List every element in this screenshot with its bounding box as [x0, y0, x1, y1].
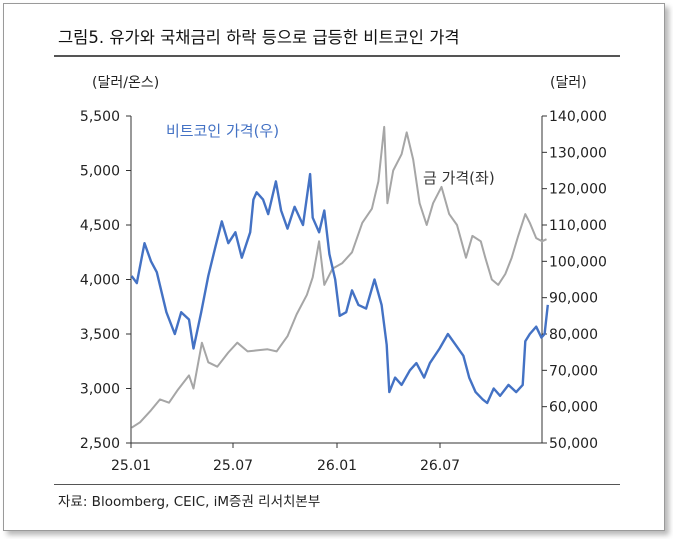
- x-tick-label: 25.07: [213, 458, 253, 474]
- y-right-tick-label: 130,000: [549, 145, 607, 161]
- y-right-tick-label: 60,000: [549, 400, 598, 416]
- x-tick-label: 26.07: [420, 458, 460, 474]
- y-left-unit: (달러/온스): [92, 75, 159, 91]
- y-left-tick-label: 3,500: [80, 327, 120, 343]
- y-right-unit: (달러): [550, 75, 587, 91]
- figure-title: 그림5. 유가와 국채금리 하락 등으로 급등한 비트코인 가격: [58, 28, 460, 47]
- y-left-tick-label: 4,000: [80, 273, 120, 289]
- y-right-tick-label: 140,000: [549, 109, 607, 125]
- y-right-tick-label: 80,000: [549, 327, 598, 343]
- source-rule: [54, 484, 620, 485]
- y-right-tick-label: 120,000: [549, 182, 607, 198]
- bitcoin-series-label: 비트코인 가격(우): [166, 122, 279, 140]
- y-left-tick-label: 3,000: [80, 382, 120, 398]
- title-rule: [54, 55, 620, 57]
- x-tick-label: 25.01: [111, 458, 151, 474]
- source-note: 자료: Bloomberg, CEIC, iM증권 리서치본부: [58, 494, 321, 510]
- x-tick-label: 26.01: [317, 458, 357, 474]
- y-right-tick-label: 90,000: [549, 291, 598, 307]
- bitcoin-price-line: [130, 172, 549, 405]
- y-left-tick-label: 5,500: [80, 109, 120, 125]
- y-left-tick-label: 4,500: [80, 218, 120, 234]
- gold-price-line: [131, 125, 547, 429]
- y-right-tick-label: 100,000: [549, 254, 607, 270]
- gold-series-label: 금 가격(좌): [423, 169, 495, 187]
- y-left-tick-label: 5,000: [80, 164, 120, 180]
- y-left-tick-label: 2,500: [80, 436, 120, 452]
- y-right-tick-label: 110,000: [549, 218, 607, 234]
- labels: 5,500 5,000 4,500 4,000 3,500 3,000 2,500 140,0…: [80, 75, 607, 474]
- series-layer: [130, 125, 549, 429]
- y-right-tick-label: 70,000: [549, 363, 598, 379]
- y-right-tick-label: 50,000: [549, 436, 598, 452]
